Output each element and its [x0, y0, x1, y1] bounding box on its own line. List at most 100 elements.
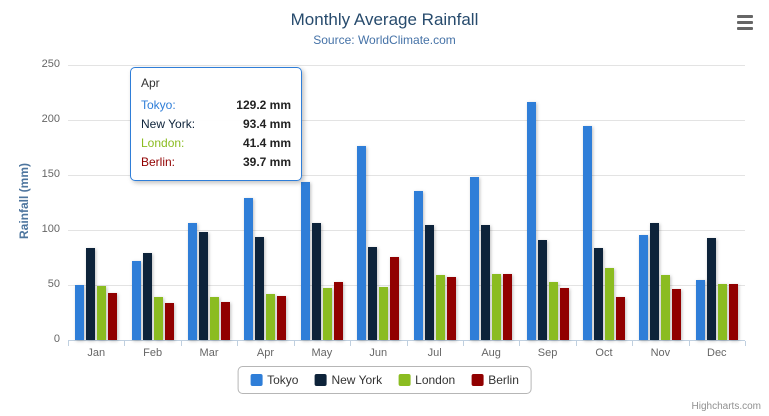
- bar-new-york-may[interactable]: [311, 223, 321, 340]
- x-axis-tick: [293, 341, 295, 346]
- x-axis-tick: [575, 341, 577, 346]
- x-axis-tick: [632, 341, 634, 346]
- bar-london-apr[interactable]: [266, 294, 276, 340]
- legend-swatch-london: [398, 374, 411, 386]
- x-axis-tick: [237, 341, 239, 346]
- bar-berlin-feb[interactable]: [164, 303, 174, 340]
- bar-london-jul[interactable]: [435, 275, 445, 340]
- hamburger-icon: [737, 20, 753, 24]
- bar-tokyo-sep[interactable]: [526, 101, 536, 340]
- legend-label: London: [415, 373, 456, 387]
- x-axis-tick: [745, 341, 746, 346]
- gridline: [68, 65, 745, 66]
- gridline: [68, 230, 745, 231]
- bar-tokyo-feb[interactable]: [131, 261, 141, 340]
- bar-london-may[interactable]: [322, 288, 332, 340]
- bar-tokyo-jan[interactable]: [75, 285, 85, 340]
- bar-berlin-dec[interactable]: [728, 283, 738, 340]
- x-axis-label: Jan: [87, 347, 106, 359]
- bar-tokyo-nov[interactable]: [639, 234, 649, 340]
- legend-swatch-new-york: [314, 374, 327, 386]
- x-axis-label: Mar: [199, 347, 219, 359]
- legend-item-new-york[interactable]: New York: [314, 373, 382, 387]
- legend-item-berlin[interactable]: Berlin: [471, 373, 519, 387]
- tooltip-series-label: Tokyo:: [141, 98, 176, 112]
- bar-london-mar[interactable]: [210, 296, 220, 340]
- y-axis-label: 100: [41, 223, 60, 235]
- x-axis-tick: [124, 341, 126, 346]
- tooltip-row: New York: 93.4 mm: [141, 115, 291, 134]
- bar-berlin-apr[interactable]: [277, 296, 287, 340]
- bar-london-feb[interactable]: [153, 297, 163, 340]
- legend-swatch-berlin: [471, 374, 484, 386]
- x-axis-label: Aug: [481, 347, 501, 359]
- x-axis-tick: [406, 341, 408, 346]
- bar-berlin-jan[interactable]: [108, 293, 118, 340]
- bar-tokyo-apr[interactable]: [244, 197, 254, 340]
- bar-berlin-nov[interactable]: [672, 288, 682, 340]
- chart-title: Monthly Average Rainfall: [290, 10, 479, 29]
- credits-link[interactable]: Highcharts.com: [691, 401, 761, 412]
- hamburger-icon: [737, 26, 753, 30]
- x-axis-label: Jun: [369, 347, 388, 359]
- bar-tokyo-jun[interactable]: [357, 146, 367, 340]
- bar-new-york-sep[interactable]: [537, 239, 547, 340]
- x-axis-label: Jul: [427, 347, 442, 359]
- legend-item-london[interactable]: London: [398, 373, 455, 387]
- bar-tokyo-mar[interactable]: [188, 222, 198, 340]
- x-axis-tick: [350, 341, 352, 346]
- bar-new-york-jan[interactable]: [86, 248, 96, 340]
- bar-london-sep[interactable]: [548, 282, 558, 340]
- y-axis-label: 0: [53, 333, 60, 345]
- x-axis-tick: [462, 341, 464, 346]
- bar-new-york-dec[interactable]: [706, 238, 716, 340]
- bar-berlin-jul[interactable]: [446, 276, 456, 340]
- bar-new-york-jun[interactable]: [368, 247, 378, 340]
- bar-new-york-feb[interactable]: [142, 253, 152, 340]
- bar-berlin-mar[interactable]: [221, 302, 231, 340]
- bar-london-oct[interactable]: [604, 268, 614, 340]
- tooltip: Apr Tokyo: 129.2 mm New York: 93.4 mm Lo…: [130, 67, 302, 181]
- bar-london-jan[interactable]: [97, 286, 107, 340]
- gridline: [68, 285, 745, 286]
- bar-london-nov[interactable]: [661, 274, 671, 340]
- tooltip-series-value: 39.7 mm: [242, 155, 291, 169]
- bar-new-york-aug[interactable]: [481, 225, 491, 340]
- x-axis-tick: [519, 341, 521, 346]
- legend-swatch-tokyo: [250, 374, 263, 386]
- tooltip-series-label: New York:: [141, 117, 196, 131]
- bar-london-jun[interactable]: [379, 286, 389, 340]
- x-axis-label: Dec: [707, 347, 727, 359]
- tooltip-row: Berlin: 39.7 mm: [141, 153, 291, 172]
- bar-new-york-jul[interactable]: [424, 224, 434, 340]
- tooltip-row: Tokyo: 129.2 mm: [141, 96, 291, 115]
- bar-new-york-oct[interactable]: [593, 248, 603, 340]
- x-axis-tick: [180, 341, 182, 346]
- legend-label: New York: [331, 373, 383, 387]
- tooltip-series-value: 129.2 mm: [236, 98, 291, 112]
- export-menu-button[interactable]: [735, 13, 755, 31]
- bar-tokyo-dec[interactable]: [695, 280, 705, 340]
- bar-tokyo-jul[interactable]: [413, 190, 423, 340]
- bar-new-york-mar[interactable]: [199, 231, 209, 340]
- bar-tokyo-aug[interactable]: [470, 176, 480, 340]
- tooltip-series-label: London:: [141, 136, 185, 150]
- bar-tokyo-oct[interactable]: [582, 126, 592, 340]
- legend-item-tokyo[interactable]: Tokyo: [250, 373, 298, 387]
- bar-berlin-sep[interactable]: [559, 287, 569, 340]
- x-axis-label: Nov: [650, 347, 671, 359]
- tooltip-series-value: 41.4 mm: [242, 136, 291, 150]
- bar-berlin-oct[interactable]: [615, 296, 625, 340]
- bar-new-york-nov[interactable]: [650, 222, 660, 340]
- bar-berlin-jun[interactable]: [390, 256, 400, 340]
- x-axis-label: Apr: [256, 347, 275, 359]
- bar-berlin-aug[interactable]: [503, 273, 513, 340]
- bar-new-york-apr[interactable]: [255, 237, 265, 340]
- bar-london-dec[interactable]: [717, 283, 727, 340]
- bar-london-aug[interactable]: [492, 274, 502, 340]
- bar-tokyo-may[interactable]: [300, 181, 310, 340]
- y-axis-label: 200: [41, 113, 60, 125]
- legend: Tokyo New York London Berlin: [237, 366, 532, 394]
- bar-berlin-may[interactable]: [333, 282, 343, 340]
